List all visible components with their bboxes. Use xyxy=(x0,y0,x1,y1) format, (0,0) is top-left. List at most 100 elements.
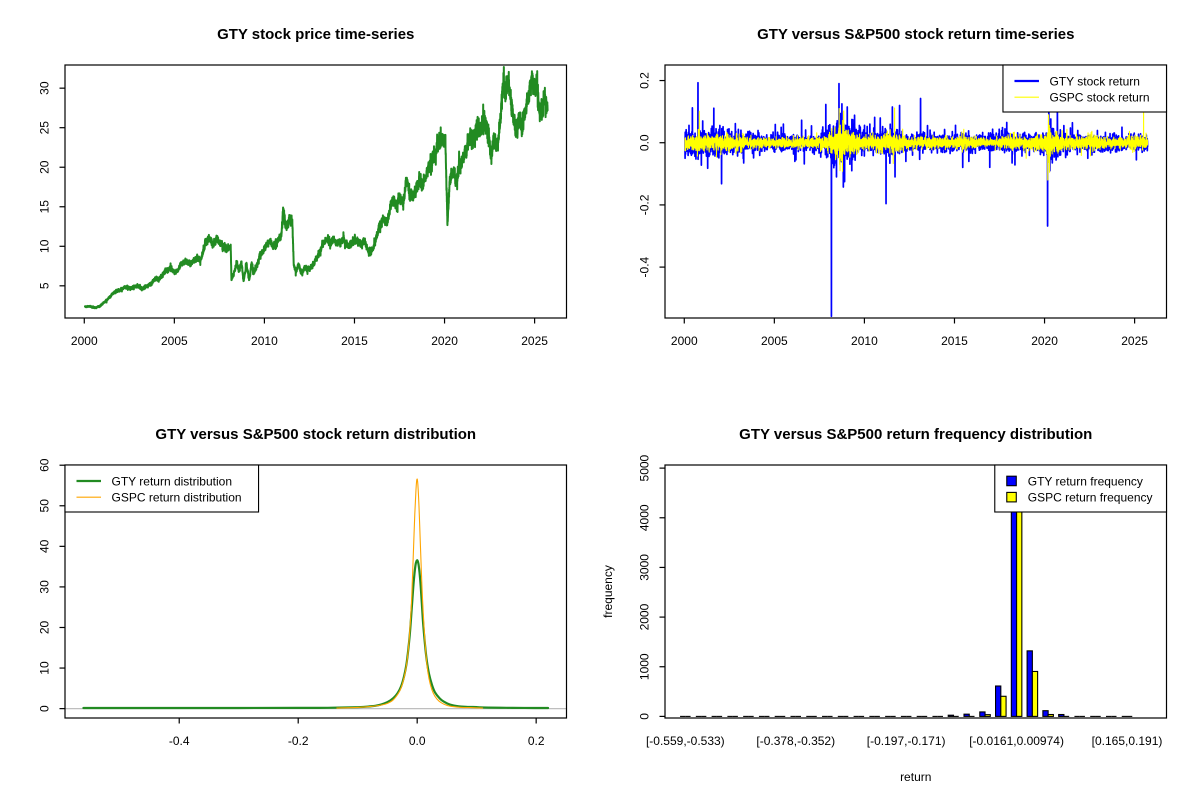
x-tick-label: [-0.378,-0.352) xyxy=(756,734,835,748)
legend-label: GTY return distribution xyxy=(112,474,233,488)
y-tick-label: 4000 xyxy=(638,504,652,531)
x-tick-label: 2000 xyxy=(71,334,98,348)
chart-title: GTY stock price time-series xyxy=(217,26,414,43)
x-tick-label: 2010 xyxy=(851,334,878,348)
plot-area xyxy=(84,65,549,310)
x-tick-label: 2020 xyxy=(431,334,458,348)
y-tick-label: 25 xyxy=(38,121,52,135)
x-tick-label: 2005 xyxy=(161,334,188,348)
x-tick-label: [-0.559,-0.533) xyxy=(646,734,725,748)
plot-area xyxy=(680,473,1133,717)
bar xyxy=(1042,710,1049,717)
plot-area xyxy=(65,478,567,710)
legend-key-swatch xyxy=(1006,475,1017,487)
x-axis: 2000 2005 2010 2015 2020 2025 xyxy=(71,318,548,348)
x-tick-label: 0.2 xyxy=(528,734,545,748)
panel-return-frequency: [-0.559,-0.533) [-0.378,-0.352) [-0.197,-0… xyxy=(600,400,1200,800)
x-tick-label: [-0.0161,0.00974) xyxy=(969,734,1064,748)
legend-label: GSPC return frequency xyxy=(1028,491,1153,505)
series-gty-stock-return xyxy=(684,81,1149,318)
y-tick-label: 50 xyxy=(38,499,52,513)
y-tick-label: 20 xyxy=(38,160,52,174)
y-tick-label: 30 xyxy=(38,81,52,95)
y-tick-label: 0.0 xyxy=(638,134,652,151)
chart-title: GTY versus S&P500 stock return time-seri… xyxy=(757,26,1074,43)
bar xyxy=(1031,670,1039,717)
legend: GTY stock return GSPC stock return xyxy=(1002,64,1168,113)
y-axis: 0.2 0.0 -0.2 -0.4 xyxy=(638,72,665,277)
y-tick-label: 5000 xyxy=(638,454,652,481)
bar-series-gspc xyxy=(685,473,1133,717)
y-tick-label: 3000 xyxy=(638,554,652,581)
x-tick-label: 2015 xyxy=(341,334,368,348)
x-tick-label: -0.2 xyxy=(288,734,309,748)
bar xyxy=(1000,695,1007,717)
series-gty-return-distribution xyxy=(82,559,550,710)
y-tick-label: 30 xyxy=(38,580,52,594)
x-tick-label: 2000 xyxy=(671,334,698,348)
y-tick-label: 40 xyxy=(38,539,52,553)
bar xyxy=(1010,508,1018,717)
plot-box xyxy=(664,64,1168,319)
legend: GTY return distribution GSPC return distr… xyxy=(64,464,260,513)
x-axis: -0.4 -0.2 0.0 0.2 xyxy=(169,718,545,748)
bar xyxy=(963,713,970,717)
return-frequency-plot: [-0.559,-0.533) [-0.378,-0.352) [-0.197,-0… xyxy=(601,426,1168,784)
bar-series-gty xyxy=(680,508,1128,717)
y-tick-label: 2000 xyxy=(638,603,652,630)
y-tick-label: 5 xyxy=(38,282,52,289)
y-axis: 0 10 20 30 40 50 60 xyxy=(38,458,65,712)
legend: GTY return frequency GSPC return frequenc… xyxy=(994,464,1168,513)
x-tick-label: -0.4 xyxy=(169,734,190,748)
bar xyxy=(947,714,955,717)
return-distribution-plot: -0.4 -0.2 0.0 0.2 0 10 20 30 40 50 60 GTY versus S&… xyxy=(38,426,568,748)
return-timeseries-plot: 2000 2005 2010 2015 2020 2025 0.2 0.0 -0.2 -0.4 GT… xyxy=(638,26,1168,348)
x-tick-label: 0.0 xyxy=(409,734,426,748)
legend-label: GSPC stock return xyxy=(1049,91,1149,105)
y-tick-label: 0.2 xyxy=(638,72,652,89)
plot-box xyxy=(64,64,568,319)
x-tick-label: 2010 xyxy=(251,334,278,348)
bar xyxy=(1026,650,1033,717)
legend-label: GSPC return distribution xyxy=(112,491,242,505)
chart-title: GTY versus S&P500 return frequency distr… xyxy=(739,426,1092,443)
x-tick-label: 2005 xyxy=(761,334,788,348)
legend-key-swatch xyxy=(1006,491,1017,503)
bar xyxy=(979,711,986,717)
x-tick-label: 2025 xyxy=(521,334,548,348)
legend-label: GTY stock return xyxy=(1049,74,1139,88)
plot-box xyxy=(664,464,1168,719)
x-axis-label: return xyxy=(900,770,931,784)
y-axis: 0 1000 2000 3000 4000 5000 xyxy=(638,454,665,720)
y-tick-label: 15 xyxy=(38,200,52,214)
y-tick-label: 0 xyxy=(38,705,52,712)
bar xyxy=(1058,713,1065,717)
y-tick-label: 60 xyxy=(38,458,52,472)
plot-area xyxy=(684,81,1149,318)
x-tick-label: 2015 xyxy=(941,334,968,348)
y-tick-label: 1000 xyxy=(638,653,652,680)
bar xyxy=(995,685,1002,717)
panel-return-timeseries: 2000 2005 2010 2015 2020 2025 0.2 0.0 -0.2 -0.4 GT… xyxy=(600,0,1200,400)
legend-label: GTY return frequency xyxy=(1028,474,1143,488)
y-tick-label: -0.2 xyxy=(638,194,652,215)
bar xyxy=(1047,713,1054,717)
y-tick-label: -0.4 xyxy=(638,256,652,277)
x-axis: [-0.559,-0.533) [-0.378,-0.352) [-0.197,-0… xyxy=(646,734,1162,748)
x-axis: 2000 2005 2010 2015 2020 2025 xyxy=(671,318,1148,348)
x-tick-label: 2025 xyxy=(1121,334,1148,348)
x-tick-label: [0.165,0.191) xyxy=(1092,734,1163,748)
y-axis: 5 10 15 20 25 30 xyxy=(38,81,65,289)
x-tick-label: 2020 xyxy=(1031,334,1058,348)
series-gspc-stock-return xyxy=(684,105,1149,181)
series-gty-stock-price xyxy=(84,65,549,310)
y-tick-label: 10 xyxy=(38,661,52,675)
chart-title: GTY versus S&P500 stock return distribut… xyxy=(155,426,476,443)
y-axis-label: frequency xyxy=(601,565,615,618)
panel-return-distribution: -0.4 -0.2 0.0 0.2 0 10 20 30 40 50 60 GTY versus S&… xyxy=(0,400,600,800)
x-tick-label: [-0.197,-0.171) xyxy=(867,734,946,748)
series-gspc-return-distribution xyxy=(336,478,484,709)
y-tick-label: 10 xyxy=(38,239,52,253)
